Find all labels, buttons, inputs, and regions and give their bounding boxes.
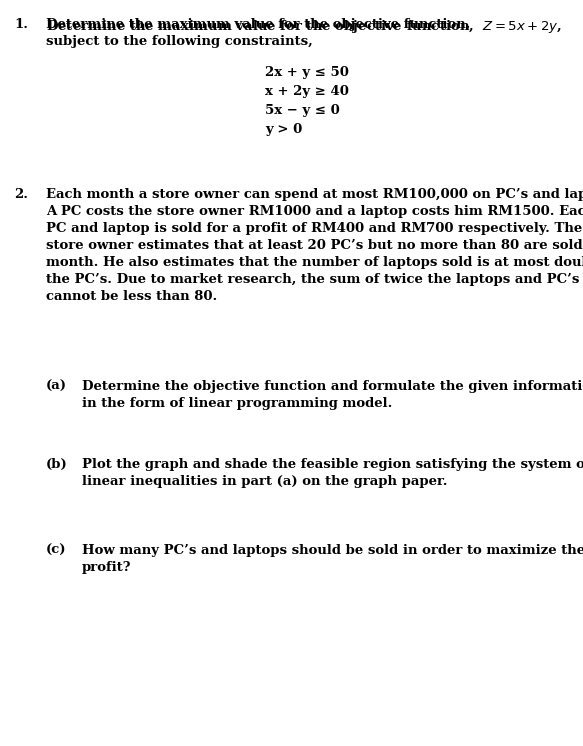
Text: 1.: 1. xyxy=(14,18,28,31)
Text: x + 2y ≥ 40: x + 2y ≥ 40 xyxy=(265,85,349,98)
Text: store owner estimates that at least 20 PC’s but no more than 80 are sold each: store owner estimates that at least 20 P… xyxy=(46,239,583,252)
Text: linear inequalities in part (a) on the graph paper.: linear inequalities in part (a) on the g… xyxy=(82,475,448,488)
Text: Plot the graph and shade the feasible region satisfying the system of: Plot the graph and shade the feasible re… xyxy=(82,458,583,471)
Text: 2.: 2. xyxy=(14,188,28,201)
Text: PC and laptop is sold for a profit of RM400 and RM700 respectively. The: PC and laptop is sold for a profit of RM… xyxy=(46,222,582,235)
Text: 2x + y ≤ 50: 2x + y ≤ 50 xyxy=(265,66,349,79)
Text: (a): (a) xyxy=(46,380,67,393)
Text: subject to the following constraints,: subject to the following constraints, xyxy=(46,35,312,48)
Text: in the form of linear programming model.: in the form of linear programming model. xyxy=(82,397,392,410)
Text: (b): (b) xyxy=(46,458,68,471)
Text: A PC costs the store owner RM1000 and a laptop costs him RM1500. Each: A PC costs the store owner RM1000 and a … xyxy=(46,205,583,218)
Text: Determine the maximum value for the objective function,: Determine the maximum value for the obje… xyxy=(46,18,480,31)
Text: How many PC’s and laptops should be sold in order to maximize the: How many PC’s and laptops should be sold… xyxy=(82,544,583,557)
Text: Determine the maximum value for the objective function,  $Z = 5x+2y$,: Determine the maximum value for the obje… xyxy=(46,18,562,35)
Text: 5x − y ≤ 0: 5x − y ≤ 0 xyxy=(265,104,340,117)
Text: the PC’s. Due to market research, the sum of twice the laptops and PC’s: the PC’s. Due to market research, the su… xyxy=(46,273,580,286)
Text: Determine the objective function and formulate the given information: Determine the objective function and for… xyxy=(82,380,583,393)
Text: (c): (c) xyxy=(46,544,66,557)
Text: cannot be less than 80.: cannot be less than 80. xyxy=(46,290,217,303)
Text: y > 0: y > 0 xyxy=(265,123,302,136)
Text: month. He also estimates that the number of laptops sold is at most double: month. He also estimates that the number… xyxy=(46,256,583,269)
Text: profit?: profit? xyxy=(82,561,132,574)
Text: Each month a store owner can spend at most RM100,000 on PC’s and laptops.: Each month a store owner can spend at mo… xyxy=(46,188,583,201)
